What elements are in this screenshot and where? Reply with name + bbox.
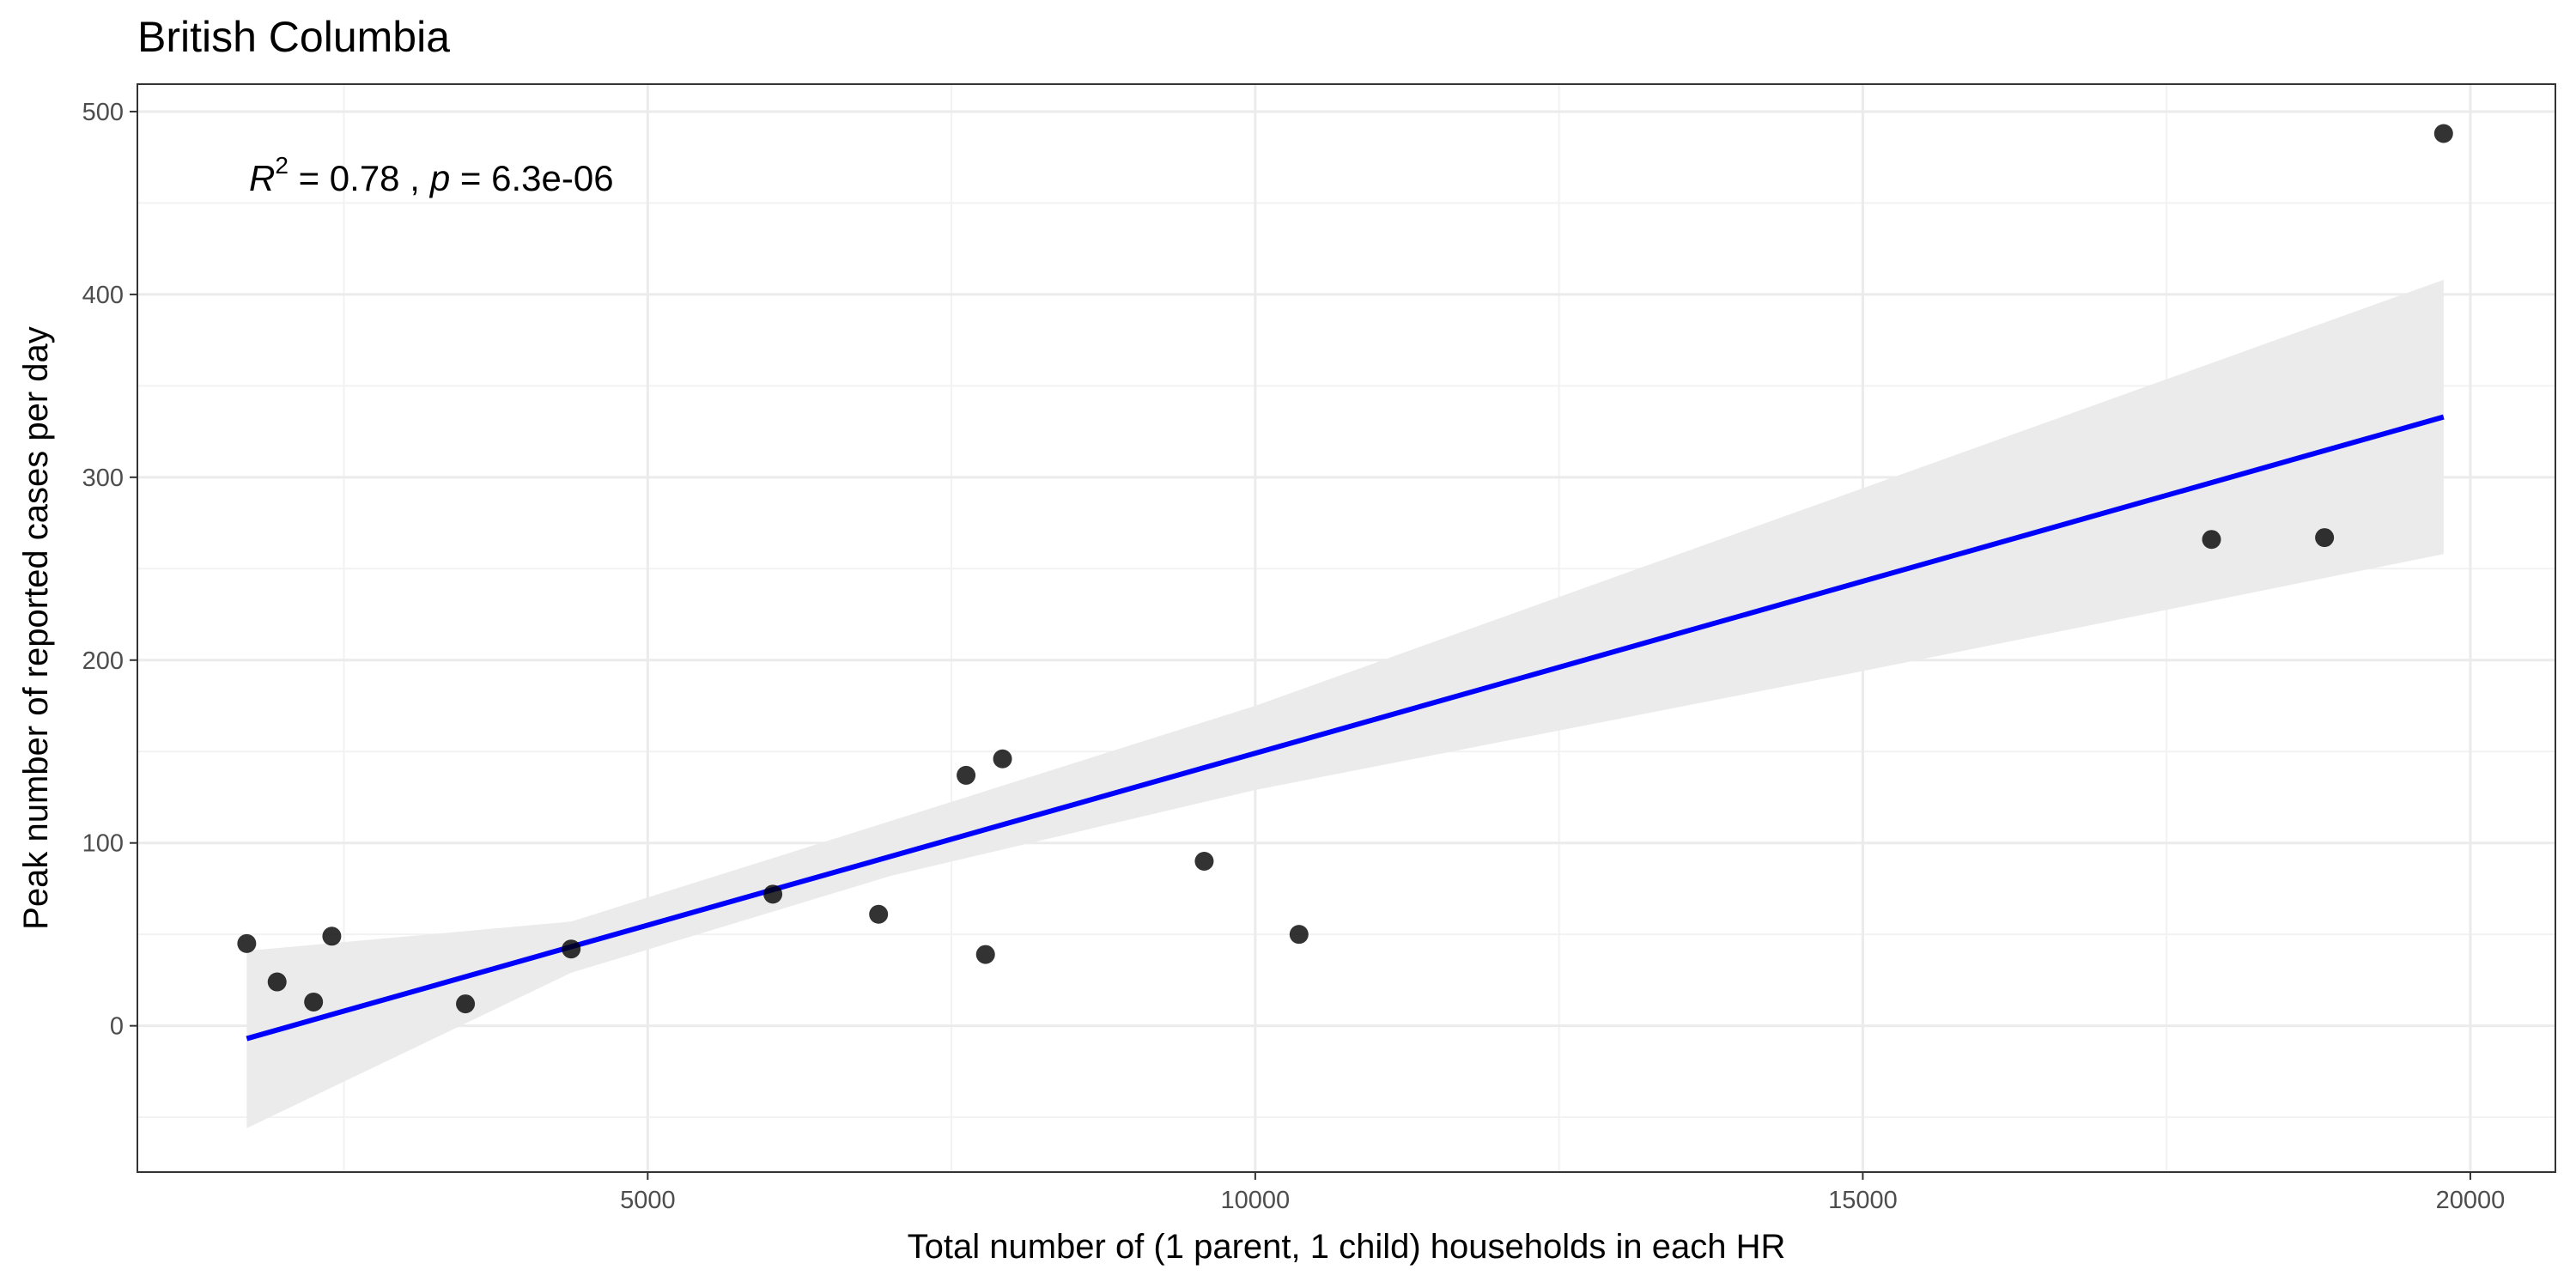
r-squared-value: = 0.78 ,: [289, 158, 420, 198]
x-axis: 5000 10000 15000 20000: [620, 1172, 2505, 1214]
y-tick-label: 100: [82, 830, 124, 858]
x-axis-title: Total number of (1 parent, 1 child) hous…: [908, 1228, 1786, 1266]
y-tick-label: 300: [82, 465, 124, 492]
data-point: [976, 945, 995, 964]
data-point: [562, 939, 580, 958]
y-tick-label: 0: [110, 1013, 124, 1041]
data-point: [957, 766, 975, 785]
data-point: [763, 884, 782, 903]
data-point: [1194, 852, 1213, 871]
data-point: [1290, 925, 1309, 944]
data-point: [322, 927, 341, 945]
y-tick-label: 200: [82, 647, 124, 675]
y-axis-title: Peak number of reported cases per day: [17, 326, 55, 930]
data-point: [237, 934, 256, 953]
r-exponent: 2: [275, 152, 289, 179]
y-tick-label: 400: [82, 282, 124, 309]
x-tick-label: 5000: [620, 1187, 676, 1214]
chart-title: British Columbia: [137, 13, 450, 61]
y-tick-label: 500: [82, 99, 124, 126]
p-symbol: p: [428, 158, 450, 198]
p-value: = 6.3e-06: [450, 158, 613, 198]
x-tick-label: 15000: [1828, 1187, 1898, 1214]
plot-panel: [137, 84, 2555, 1172]
x-tick-label: 10000: [1221, 1187, 1291, 1214]
data-point: [869, 905, 888, 924]
panel-background: [137, 84, 2555, 1172]
data-point: [304, 993, 323, 1012]
y-axis: 0 100 200 300 400 500: [82, 99, 137, 1041]
r-symbol: R: [249, 158, 275, 198]
data-point: [456, 994, 475, 1013]
data-point: [2202, 530, 2221, 549]
data-point: [268, 973, 287, 992]
data-point: [993, 750, 1012, 769]
data-point: [2434, 124, 2453, 143]
x-tick-label: 20000: [2436, 1187, 2506, 1214]
data-point: [2315, 528, 2334, 547]
regression-stats-annotation: R2 = 0.78 ,p = 6.3e-06: [249, 152, 614, 198]
